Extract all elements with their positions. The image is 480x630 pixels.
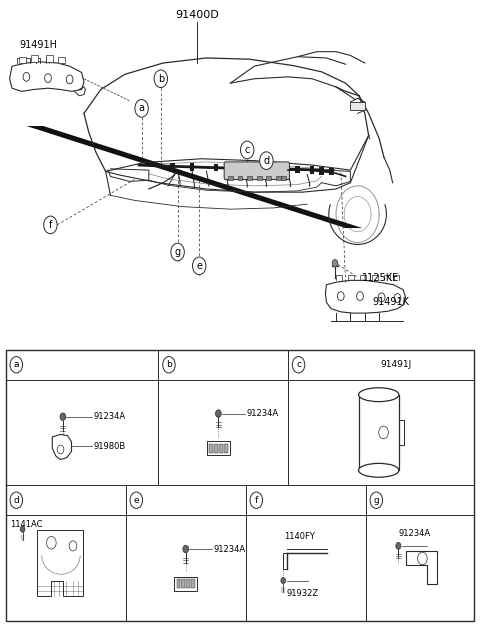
Circle shape [292, 357, 305, 373]
Text: 91234A: 91234A [246, 409, 278, 418]
Bar [46, 55, 53, 62]
Polygon shape [26, 126, 362, 228]
Text: c: c [244, 145, 250, 155]
Bar [186, 580, 190, 588]
Circle shape [20, 526, 25, 532]
Bar [214, 444, 218, 452]
Text: a: a [13, 360, 19, 369]
Text: f: f [48, 220, 52, 230]
Bar [242, 164, 247, 172]
Text: d: d [13, 496, 19, 505]
Bar [238, 176, 242, 180]
Text: b: b [166, 360, 172, 369]
Bar [247, 176, 252, 180]
Bar [6, 350, 474, 621]
Text: c: c [296, 360, 301, 369]
Circle shape [60, 413, 66, 421]
Circle shape [396, 542, 401, 549]
Circle shape [250, 492, 263, 508]
Bar [219, 444, 223, 452]
Text: e: e [196, 261, 202, 271]
Circle shape [183, 545, 189, 553]
Text: b: b [157, 74, 164, 84]
Circle shape [10, 492, 23, 508]
Bar [58, 57, 65, 63]
Ellipse shape [359, 387, 399, 402]
FancyBboxPatch shape [224, 162, 289, 180]
Text: 1141AC: 1141AC [11, 520, 43, 529]
Text: 91234A: 91234A [398, 529, 431, 538]
Text: 1140FY: 1140FY [284, 532, 315, 541]
Circle shape [44, 216, 57, 234]
Circle shape [192, 257, 206, 275]
Text: a: a [139, 103, 144, 113]
Bar [190, 163, 194, 171]
Text: 91234A: 91234A [93, 412, 125, 421]
Text: d: d [264, 156, 269, 166]
Bar [214, 164, 218, 171]
Circle shape [370, 492, 383, 508]
Bar [177, 580, 180, 588]
Bar [266, 176, 271, 180]
Circle shape [163, 357, 175, 373]
Circle shape [154, 70, 168, 88]
Bar [191, 580, 195, 588]
Bar [170, 163, 175, 170]
Circle shape [260, 152, 273, 169]
Bar [228, 176, 233, 180]
Text: 91491J: 91491J [380, 360, 411, 369]
Text: 91980B: 91980B [93, 442, 125, 451]
Circle shape [281, 578, 286, 583]
Bar [319, 167, 324, 175]
Bar [295, 166, 300, 173]
Bar [207, 441, 230, 455]
Text: e: e [133, 496, 139, 505]
Text: 91491K: 91491K [372, 297, 409, 307]
Bar [31, 55, 38, 62]
Text: 91234A: 91234A [214, 544, 246, 554]
Ellipse shape [359, 464, 399, 478]
Bar [271, 165, 276, 173]
Bar [181, 580, 185, 588]
Text: f: f [255, 496, 258, 505]
Bar [19, 57, 26, 63]
Text: g: g [373, 496, 379, 505]
Bar [310, 166, 314, 174]
Bar [276, 176, 281, 180]
Circle shape [171, 243, 184, 261]
Bar [281, 176, 286, 180]
Circle shape [240, 141, 254, 159]
Text: g: g [175, 247, 180, 257]
Text: 91932Z: 91932Z [287, 588, 319, 598]
Circle shape [216, 410, 221, 417]
Circle shape [332, 260, 338, 267]
Bar [359, 394, 399, 470]
Circle shape [135, 100, 148, 117]
Bar [257, 176, 262, 180]
Bar [209, 444, 213, 452]
Text: 1125KE: 1125KE [362, 273, 400, 284]
Circle shape [10, 357, 23, 373]
Text: 91491H: 91491H [19, 40, 58, 50]
Bar [174, 577, 197, 591]
Circle shape [130, 492, 143, 508]
Text: 91400D: 91400D [175, 10, 219, 20]
Bar [329, 168, 334, 175]
Bar [224, 444, 228, 452]
Polygon shape [350, 102, 365, 110]
